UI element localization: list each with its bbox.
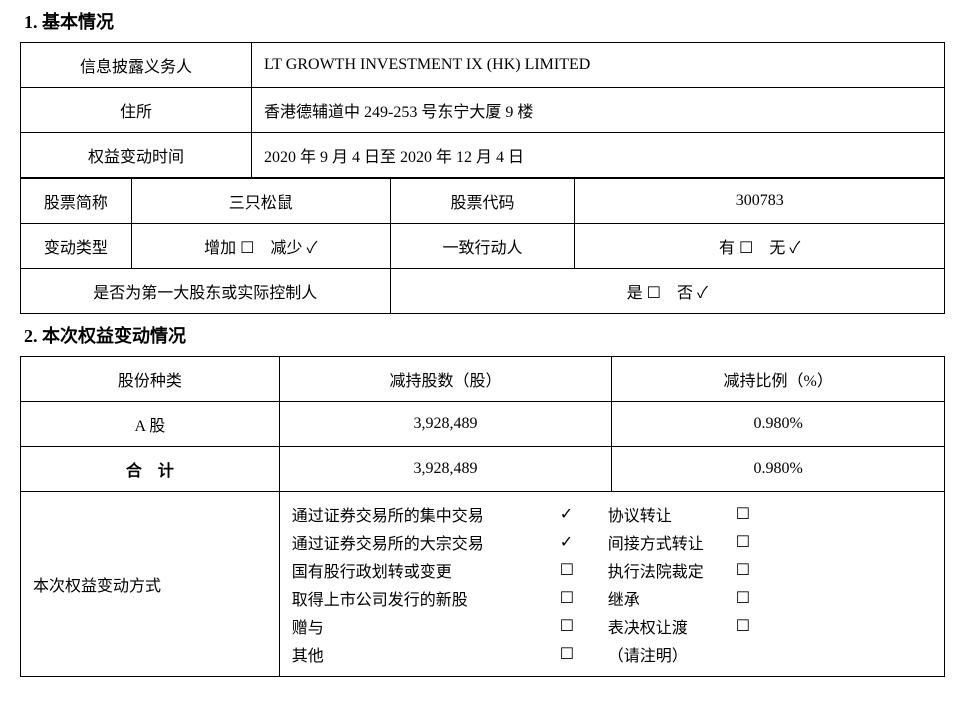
label-is-largest: 是否为第一大股东或实际控制人 [21, 269, 391, 314]
table-row: 变动类型 增加 ☐ 减少 ✓ 一致行动人 有 ☐ 无 ✓ [21, 224, 945, 269]
value-address: 香港德辅道中 249-253 号东宁大厦 9 楼 [252, 88, 945, 133]
table-row: A 股 3,928,489 0.980% [21, 402, 945, 447]
row-shares: 3,928,489 [279, 402, 612, 447]
label-concert-party: 一致行动人 [390, 224, 575, 269]
table-row: 是否为第一大股东或实际控制人 是 ☐ 否 ✓ [21, 269, 945, 314]
row-class: A 股 [21, 402, 280, 447]
table-row: 股份种类 减持股数（股） 减持比例（%） [21, 357, 945, 402]
method-right-label: 间接方式转让 [608, 530, 728, 554]
method-left-label: 其他 [292, 642, 552, 666]
value-change-type: 增加 ☐ 减少 ✓ [131, 224, 390, 269]
method-right-label: 表决权让渡 [608, 614, 728, 638]
check-icon: ☐ [560, 588, 600, 608]
total-ratio: 0.980% [612, 447, 945, 492]
label-change-type: 变动类型 [21, 224, 132, 269]
table-row: 股票简称 三只松鼠 股票代码 300783 [21, 179, 945, 224]
check-icon: ☐ [560, 616, 600, 636]
table-row: 权益变动时间 2020 年 9 月 4 日至 2020 年 12 月 4 日 [21, 133, 945, 178]
document-page: 1. 基本情况 信息披露义务人 LT GROWTH INVESTMENT IX … [0, 0, 965, 697]
header-class: 股份种类 [21, 357, 280, 402]
section1-title: 1. 基本情况 [20, 0, 945, 42]
method-label: 本次权益变动方式 [21, 492, 280, 677]
check-icon: ☐ [736, 560, 776, 580]
method-left-label: 国有股行政划转或变更 [292, 558, 552, 582]
label-disclosure: 信息披露义务人 [21, 43, 252, 88]
check-icon: ✓ [560, 504, 600, 524]
check-icon: ☐ [736, 532, 776, 552]
check-icon: ☐ [736, 588, 776, 608]
method-left-label: 通过证券交易所的大宗交易 [292, 530, 552, 554]
check-icon: ☐ [560, 560, 600, 580]
method-left-label: 取得上市公司发行的新股 [292, 586, 552, 610]
table-row: 本次权益变动方式 通过证券交易所的集中交易 ✓ 协议转让 ☐ 通过证券交易所的大… [21, 492, 945, 677]
label-stock-name: 股票简称 [21, 179, 132, 224]
label-stock-code: 股票代码 [390, 179, 575, 224]
section2-title: 2. 本次权益变动情况 [20, 314, 945, 356]
change-detail-table: 股份种类 减持股数（股） 减持比例（%） A 股 3,928,489 0.980… [20, 356, 945, 677]
value-stock-code: 300783 [575, 179, 945, 224]
value-concert-party: 有 ☐ 无 ✓ [575, 224, 945, 269]
row-ratio: 0.980% [612, 402, 945, 447]
check-icon: ☐ [736, 504, 776, 524]
header-shares: 减持股数（股） [279, 357, 612, 402]
stock-info-table: 股票简称 三只松鼠 股票代码 300783 变动类型 增加 ☐ 减少 ✓ 一致行… [20, 178, 945, 314]
header-ratio: 减持比例（%） [612, 357, 945, 402]
value-stock-name: 三只松鼠 [131, 179, 390, 224]
value-is-largest: 是 ☐ 否 ✓ [390, 269, 944, 314]
method-note: （请注明） [608, 642, 776, 666]
total-shares: 3,928,489 [279, 447, 612, 492]
check-icon: ☐ [736, 616, 776, 636]
table-total-row: 合 计 3,928,489 0.980% [21, 447, 945, 492]
method-cell: 通过证券交易所的集中交易 ✓ 协议转让 ☐ 通过证券交易所的大宗交易 ✓ 间接方… [279, 492, 944, 677]
value-disclosure: LT GROWTH INVESTMENT IX (HK) LIMITED [252, 43, 945, 88]
check-icon: ☐ [560, 644, 600, 664]
table-row: 信息披露义务人 LT GROWTH INVESTMENT IX (HK) LIM… [21, 43, 945, 88]
method-right-label: 协议转让 [608, 502, 728, 526]
method-left-label: 赠与 [292, 614, 552, 638]
table-row: 住所 香港德辅道中 249-253 号东宁大厦 9 楼 [21, 88, 945, 133]
check-icon: ✓ [560, 532, 600, 552]
basic-info-table: 信息披露义务人 LT GROWTH INVESTMENT IX (HK) LIM… [20, 42, 945, 178]
method-grid: 通过证券交易所的集中交易 ✓ 协议转让 ☐ 通过证券交易所的大宗交易 ✓ 间接方… [292, 502, 932, 666]
method-left-label: 通过证券交易所的集中交易 [292, 502, 552, 526]
label-address: 住所 [21, 88, 252, 133]
method-right-label: 执行法院裁定 [608, 558, 728, 582]
label-period: 权益变动时间 [21, 133, 252, 178]
total-label: 合 计 [21, 447, 280, 492]
method-right-label: 继承 [608, 586, 728, 610]
value-period: 2020 年 9 月 4 日至 2020 年 12 月 4 日 [252, 133, 945, 178]
